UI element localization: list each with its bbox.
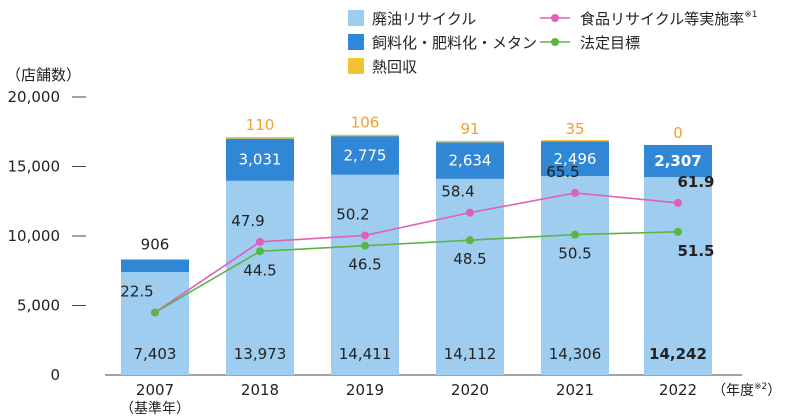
line-label: 44.5	[243, 261, 276, 279]
legend-marker	[551, 38, 559, 46]
legend-swatch	[348, 34, 364, 50]
legend-swatch	[348, 10, 364, 26]
bar-label: 14,112	[444, 345, 497, 363]
bar-segment	[436, 142, 504, 179]
line-label: 22.5	[120, 282, 153, 300]
series-point	[466, 208, 474, 217]
legend-label: 食品リサイクル等実施率※1	[580, 10, 758, 28]
bar-segment	[541, 139, 609, 142]
legend-label: 法定目標	[580, 34, 640, 52]
bar-segment	[644, 144, 712, 178]
svg-text:（年度※2）: （年度※2）	[712, 382, 781, 399]
bar-labels: 7,403 906 13,973 3,031 110 14,411 2,775 106 14,1…	[134, 114, 707, 363]
bar-segment	[226, 138, 294, 181]
y-tick-label: 20,000	[8, 88, 61, 106]
bar-label: 7,403	[134, 345, 177, 363]
bar-label: 906	[141, 236, 170, 254]
line-label: 50.5	[558, 245, 591, 263]
bar-label: 35	[565, 120, 584, 138]
line-label: 47.9	[231, 212, 264, 230]
x-tick-label: 2018	[241, 381, 279, 399]
line-label: 65.5	[546, 163, 579, 181]
line-label: 51.5	[677, 242, 714, 260]
bar-label: 14,242	[649, 345, 707, 363]
x-tick-label: 2020	[451, 381, 489, 399]
series-point	[256, 237, 264, 246]
bar-label: 14,411	[339, 345, 392, 363]
x-axis: 2007（基準年） 2018 2019 2020 2021 2022	[120, 381, 697, 417]
bar-segment	[121, 272, 189, 375]
legend-label-text: 法定目標	[580, 34, 640, 52]
bar-label: 110	[246, 116, 275, 134]
series-point	[151, 308, 159, 317]
x-tick-label: 2019	[346, 381, 384, 399]
bar-segment	[541, 141, 609, 177]
line-label: 58.4	[441, 183, 474, 201]
y-tick-label: 0	[50, 366, 60, 384]
y-tick-label: 10,000	[8, 227, 61, 245]
y-tick-label: 15,000	[8, 158, 61, 176]
bar-label: 3,031	[239, 151, 282, 169]
x-tick-label: 2022	[659, 381, 697, 399]
series-point	[466, 236, 474, 245]
legend-label: 熱回収	[372, 58, 417, 76]
x-unit-note: ※2	[754, 382, 767, 392]
line-label: 48.5	[453, 250, 486, 268]
bar-label: 13,973	[234, 345, 287, 363]
bar-label: 91	[460, 120, 479, 138]
bar-segment	[226, 180, 294, 375]
lines: 22.5 47.9 44.5 50.2 46.5 58.4 48.5 65.5 50.5 61.9…	[120, 163, 715, 317]
series-point	[361, 241, 369, 250]
legend-swatch	[348, 58, 364, 74]
series-line	[154, 192, 679, 314]
series-point	[361, 231, 369, 240]
bar-segment	[331, 174, 399, 375]
x-axis-unit-label: （年度※2）	[712, 382, 781, 399]
bar-label: 2,496	[554, 150, 597, 168]
y-axis: 0 5,000 10,000 15,000 20,000	[8, 88, 86, 384]
x-tick-sublabel: （基準年）	[120, 400, 190, 417]
bar-segment	[436, 140, 504, 143]
y-tick-label: 5,000	[17, 297, 60, 315]
legend-label: 飼料化・肥料化・メタン	[372, 34, 537, 52]
series-point	[674, 198, 682, 207]
bar-segment	[331, 134, 399, 137]
line-label: 46.5	[348, 256, 381, 274]
series-line	[154, 231, 679, 314]
bar-segment	[331, 136, 399, 175]
bar-label: 14,306	[549, 345, 602, 363]
bar-segment	[226, 137, 294, 139]
x-tick-label: 2021	[556, 381, 594, 399]
x-unit-close: ）	[767, 383, 781, 399]
y-axis-unit-label: （店舗数）	[6, 66, 81, 84]
legend-label-note: ※1	[744, 10, 757, 20]
line-label: 61.9	[677, 173, 714, 191]
legend-label-text: 食品リサイクル等実施率	[580, 10, 744, 28]
bars	[121, 134, 712, 375]
bar-label: 2,634	[449, 152, 492, 170]
x-tick-label: 2007	[136, 381, 174, 399]
series-point	[674, 227, 682, 236]
bar-segment	[541, 176, 609, 375]
bar-segment	[644, 177, 712, 375]
bar-label: 2,307	[654, 152, 701, 170]
series-point	[571, 230, 579, 239]
bar-label: 2,775	[344, 146, 387, 164]
line-label: 50.2	[336, 205, 369, 223]
bar-label: 0	[673, 124, 683, 142]
series-point	[571, 188, 579, 197]
bar-segment	[121, 259, 189, 273]
legend-label: 廃油リサイクル	[372, 10, 476, 28]
series-point	[256, 247, 264, 256]
legend-marker	[551, 14, 559, 22]
bar-label: 106	[351, 114, 380, 132]
x-unit-text: （年度	[712, 383, 754, 399]
